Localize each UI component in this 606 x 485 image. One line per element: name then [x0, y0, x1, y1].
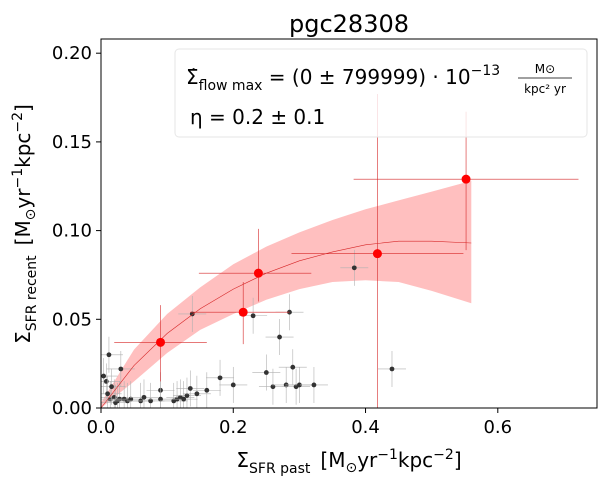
legend-frac-num: M⊙ — [535, 62, 555, 76]
binned-point-0 — [156, 337, 166, 347]
legend-flow-eq: = (0 ± 799999) · 10 — [262, 65, 470, 89]
x-tick-label-1: 0.2 — [219, 417, 248, 438]
legend-flow-exp: −13 — [471, 63, 501, 79]
x-axis-ticks: 0.0 0.2 0.4 0.6 — [87, 408, 512, 438]
y-label-unit-pre: [M — [11, 220, 35, 245]
x-label-exp1: −1 — [377, 447, 398, 463]
y-label-exp2: −2 — [10, 112, 26, 133]
y-axis-label: ΣSFR recent [M⊙yr−1kpc−2] — [10, 104, 40, 344]
x-tick-label-3: 0.6 — [483, 417, 512, 438]
scatter-point-1 — [103, 378, 109, 384]
scatter-point-0 — [101, 373, 107, 379]
y-tick-label-3: 0.15 — [52, 132, 92, 153]
scatter-point-10 — [118, 366, 124, 372]
legend-flow-symbol: Σ̇ — [186, 65, 199, 89]
y-axis-ticks: 0.00 0.05 0.10 0.15 0.20 — [52, 43, 101, 419]
scatter-point-30 — [250, 313, 256, 319]
x-axis-label: ΣSFR past [M⊙yr−1kpc−2] — [236, 447, 461, 477]
chart-title: pgc28308 — [289, 10, 409, 38]
y-tick-label-1: 0.05 — [52, 309, 92, 330]
x-label-unit-yr: yr — [357, 448, 378, 472]
scatter-point-28 — [217, 375, 223, 381]
binned-points-layer — [114, 93, 579, 408]
binned-point-1 — [238, 307, 248, 317]
y-tick-label-0: 0.00 — [52, 398, 92, 419]
y-label-exp1: −1 — [10, 168, 26, 189]
scatter-point-22 — [181, 396, 187, 402]
plot-frame — [100, 38, 598, 409]
y-tick-label-4: 0.20 — [52, 43, 92, 64]
y-label-base: Σ — [11, 331, 35, 344]
legend-line-flow: Σ̇flow max = (0 ± 799999) · 10−13 — [186, 63, 500, 94]
scatter-point-38 — [297, 382, 302, 388]
scatter-point-33 — [277, 334, 282, 340]
scatter-point-5 — [109, 384, 114, 390]
fit-uncertainty-band — [101, 180, 472, 408]
binned-point-3 — [372, 249, 382, 259]
legend-box — [174, 48, 588, 138]
scatter-point-39 — [311, 382, 317, 388]
scatter-point-40 — [351, 265, 357, 271]
legend-line-eta: η = 0.2 ± 0.1 — [190, 105, 325, 129]
x-label-unit-close: ] — [454, 448, 462, 472]
scatter-point-24 — [187, 386, 193, 391]
y-tick-label-2: 0.10 — [52, 221, 92, 242]
scatter-layer — [101, 249, 406, 408]
x-label-unit-pre: [M — [320, 448, 345, 472]
plot-area — [100, 38, 598, 409]
scatter-point-3 — [106, 352, 112, 358]
x-tick-label-2: 0.4 — [351, 417, 380, 438]
scatter-point-18 — [158, 396, 163, 402]
legend-frac-den: kpc² yr — [524, 82, 566, 96]
x-label-sub: SFR past — [249, 461, 311, 477]
scatter-point-2 — [105, 391, 111, 397]
y-label-unit-sun: ⊙ — [23, 209, 39, 221]
y-label-unit-kpc: kpc — [11, 133, 35, 168]
binned-point-2 — [253, 268, 263, 278]
scatter-point-16 — [148, 398, 154, 404]
binned-point-4 — [461, 174, 471, 184]
scatter-point-32 — [270, 384, 276, 390]
y-label-sub: SFR recent — [24, 255, 40, 331]
scatter-point-31 — [263, 370, 269, 375]
scatter-point-13 — [128, 396, 134, 402]
scatter-point-23 — [184, 393, 190, 398]
y-label-unit-yr: yr — [11, 188, 35, 209]
scatter-point-26 — [194, 391, 200, 397]
legend-flow-sub: flow max — [199, 78, 263, 94]
fit-band-layer — [101, 180, 472, 408]
scatter-point-15 — [141, 394, 147, 400]
legend: Σ̇flow max = (0 ± 799999) · 10−13 M⊙ kpc… — [174, 48, 588, 138]
x-label-unit-sun: ⊙ — [345, 460, 357, 476]
y-label-unit-close: ] — [11, 104, 35, 112]
scatter-point-29 — [230, 382, 236, 388]
x-label-unit-kpc: kpc — [398, 448, 433, 472]
scatter-point-27 — [204, 387, 210, 393]
x-label-base: Σ — [236, 448, 249, 472]
x-tick-label-0: 0.0 — [87, 417, 116, 438]
scatter-point-36 — [290, 364, 296, 370]
x-label-exp2: −2 — [433, 447, 454, 463]
scatter-point-41 — [389, 366, 395, 372]
